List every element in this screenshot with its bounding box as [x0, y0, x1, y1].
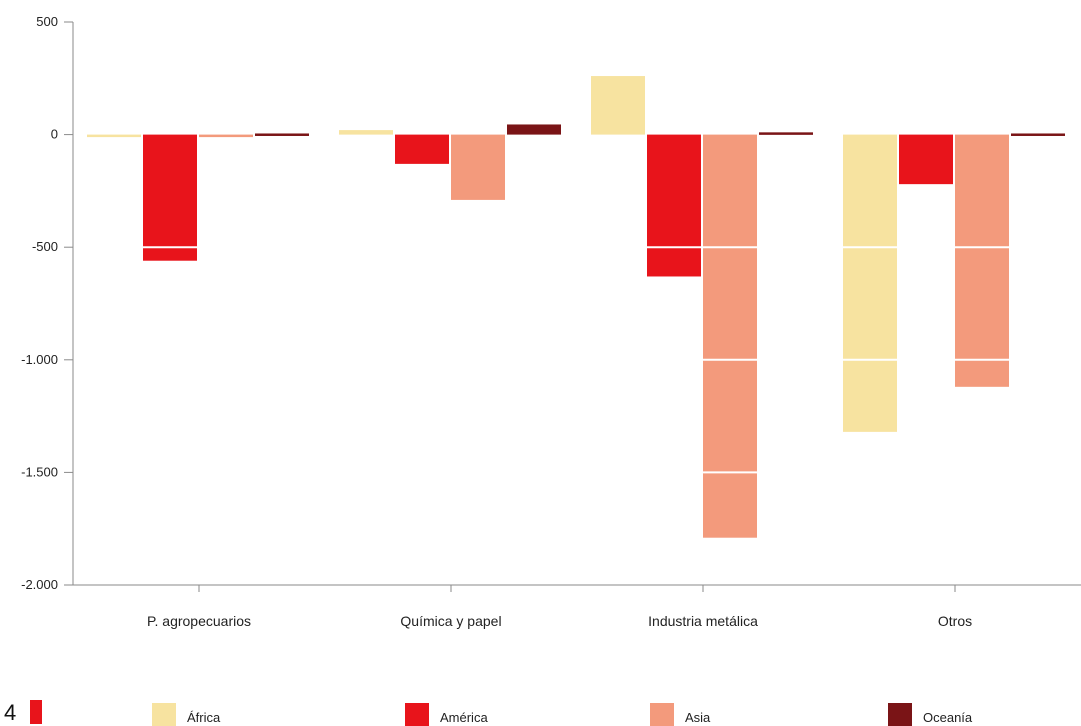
page-marker	[30, 700, 42, 724]
legend: África América Asia Oceanía	[152, 703, 973, 726]
x-categories: P. agropecuarios Química y papel Industria…	[147, 585, 972, 629]
x-category-label: Química y papel	[400, 613, 501, 629]
bar-3-1	[507, 124, 561, 135]
y-tick-label: -2.000	[21, 577, 58, 592]
bar-3-0	[255, 133, 309, 136]
y-tick-label: 0	[51, 127, 58, 142]
legend-swatch	[888, 703, 912, 726]
page-number: 4	[4, 700, 17, 725]
y-tick-label: -1.000	[21, 352, 58, 367]
bar-0-1	[339, 130, 393, 135]
legend-swatch	[152, 703, 176, 726]
bars	[87, 76, 1065, 538]
legend-label: Asia	[685, 710, 711, 725]
x-category-label: Otros	[938, 613, 972, 629]
legend-swatch	[405, 703, 429, 726]
bar-0-3	[843, 134, 897, 432]
legend-label: Oceanía	[923, 710, 973, 725]
axes	[72, 22, 1081, 586]
bar-3-2	[759, 132, 813, 135]
legend-swatch	[650, 703, 674, 726]
bar-1-3	[899, 134, 953, 185]
y-tick-label: -500	[32, 239, 58, 254]
bar-2-0	[199, 134, 253, 138]
bar-1-2	[647, 134, 701, 277]
bar-2-2	[703, 134, 757, 538]
legend-label: África	[187, 710, 221, 725]
bar-2-3	[955, 134, 1009, 387]
bar-2-1	[451, 134, 505, 200]
x-category-label: P. agropecuarios	[147, 613, 251, 629]
y-ticks: 500 0 -500 -1.000 -1.500 -2.000	[21, 14, 73, 592]
bar-0-2	[591, 76, 645, 135]
y-tick-label: -1.500	[21, 464, 58, 479]
bar-3-3	[1011, 133, 1065, 136]
bar-1-0	[143, 134, 197, 261]
legend-label: América	[440, 710, 488, 725]
bar-1-1	[395, 134, 449, 164]
y-tick-label: 500	[36, 14, 58, 29]
bar-0-0	[87, 134, 141, 138]
x-category-label: Industria metálica	[648, 613, 758, 629]
